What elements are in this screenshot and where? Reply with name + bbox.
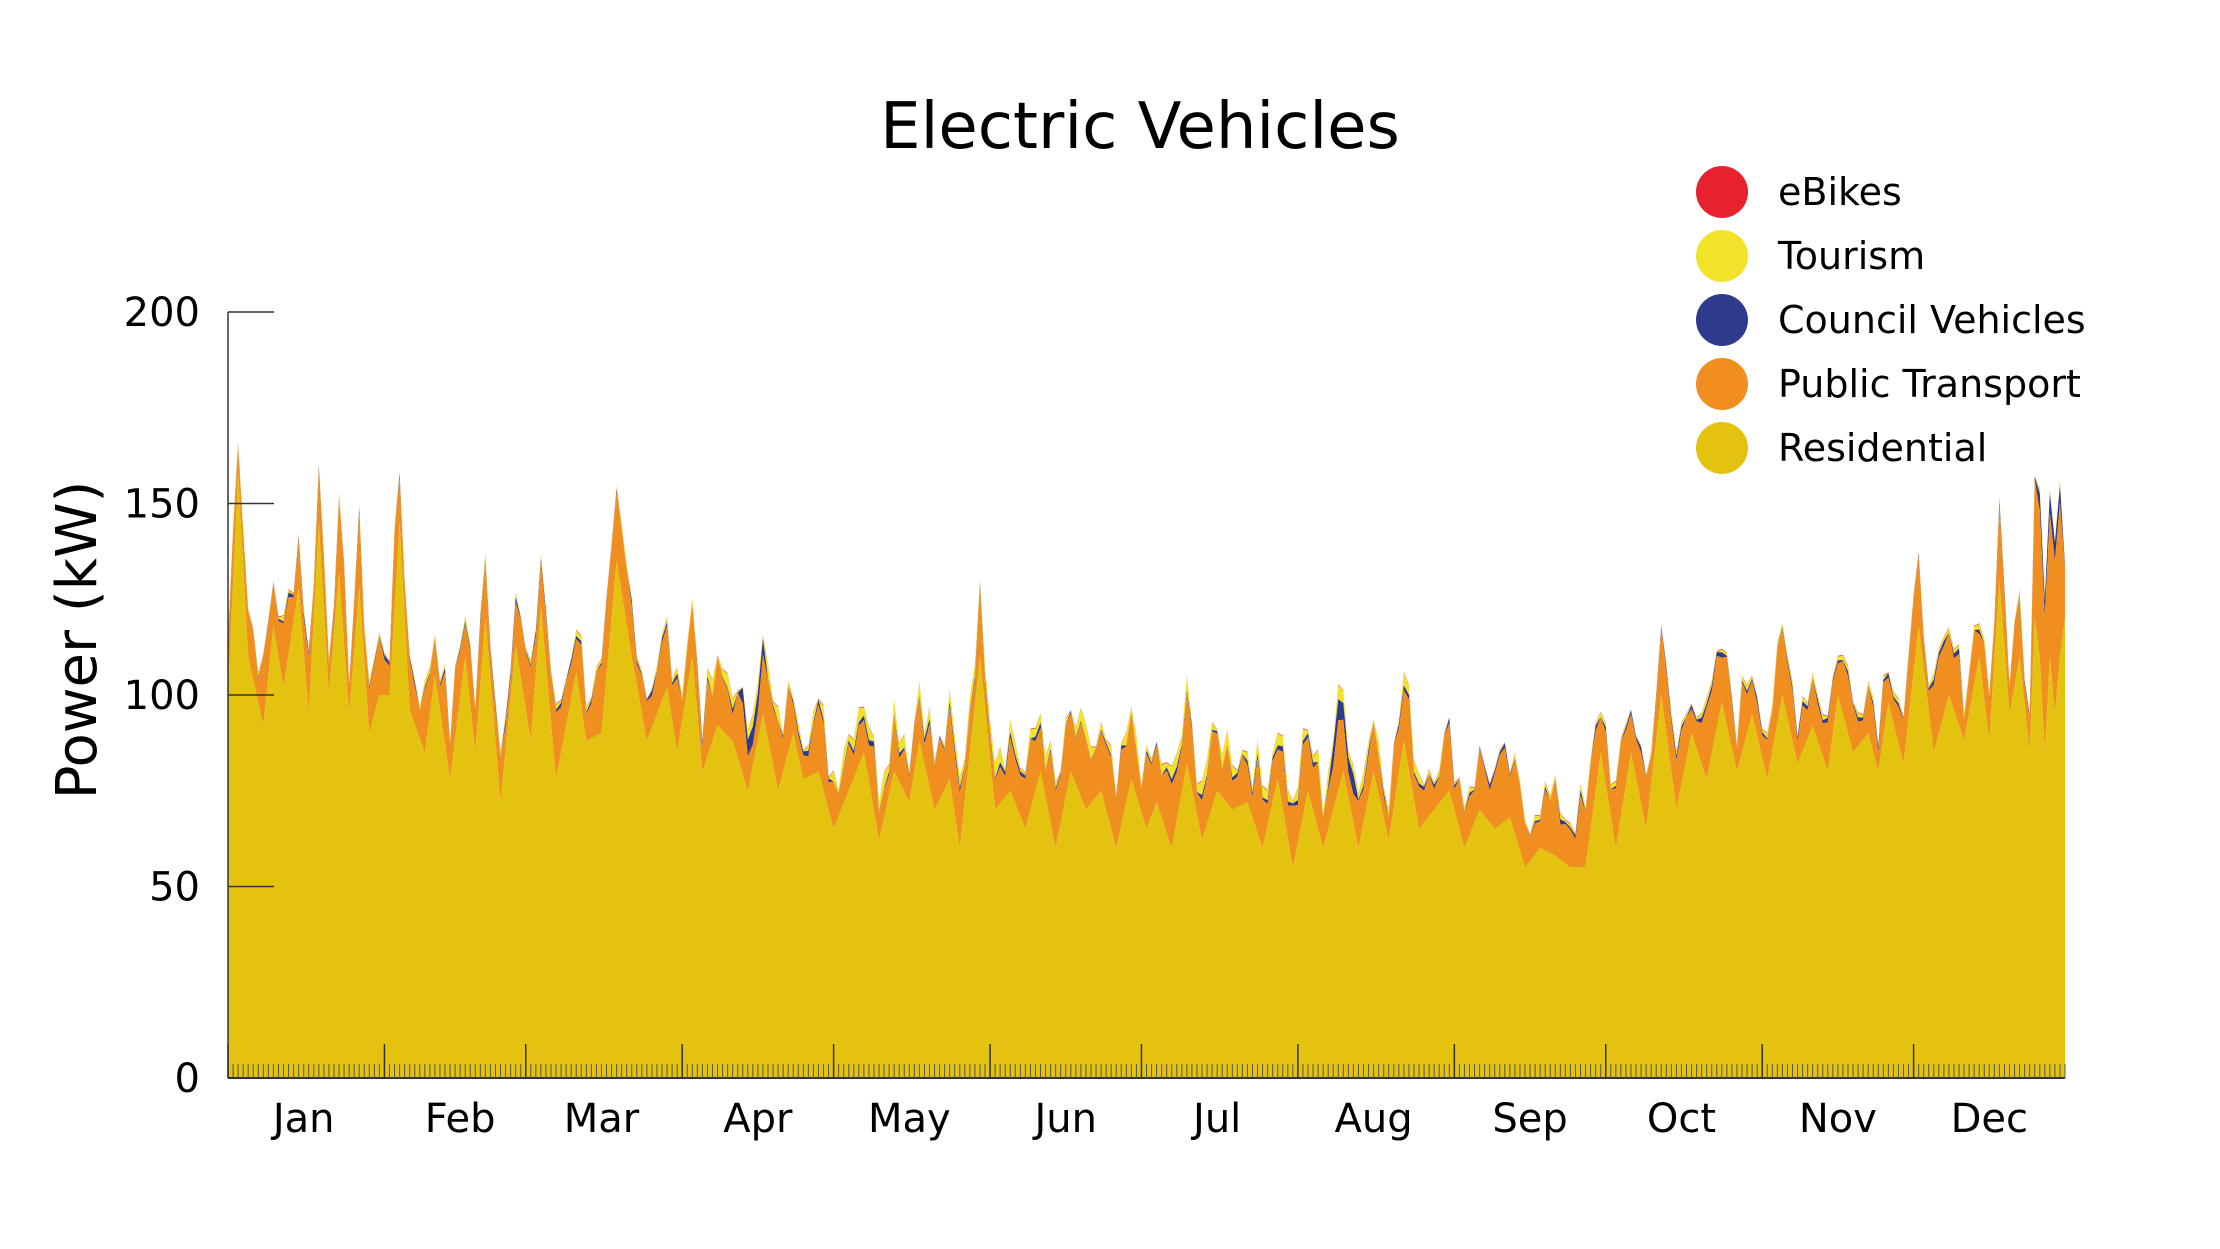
x-tick-label: Feb: [425, 1096, 496, 1142]
x-tick-label: Nov: [1799, 1096, 1877, 1142]
chart-title: Electric Vehicles: [880, 90, 1400, 164]
y-ticks: 0 50 100 150 200: [124, 290, 274, 1102]
y-tick-label: 50: [149, 865, 200, 911]
x-tick-label: Apr: [723, 1096, 793, 1142]
x-tick-label: Jul: [1190, 1096, 1241, 1142]
x-tick-label: Mar: [564, 1096, 640, 1142]
x-tick-label: Sep: [1492, 1096, 1567, 1142]
x-tick-label: Jan: [270, 1096, 335, 1142]
y-axis-label: Power (kW): [45, 481, 110, 800]
legend-label: Tourism: [1777, 234, 1925, 278]
x-tick-label: Oct: [1647, 1096, 1716, 1142]
legend-swatch: [1696, 294, 1748, 346]
legend-label: eBikes: [1778, 170, 1902, 214]
x-tick-label: May: [868, 1096, 951, 1142]
legend-label: Council Vehicles: [1778, 298, 2086, 342]
y-tick-label: 100: [124, 673, 200, 719]
legend-swatch: [1696, 422, 1748, 474]
x-tick-label: Jun: [1032, 1096, 1098, 1142]
y-tick-label: 200: [124, 290, 200, 336]
legend: eBikes Tourism Council Vehicles Public Tran…: [1696, 166, 2086, 474]
x-tick-label: Dec: [1951, 1096, 2028, 1142]
legend-label: Residential: [1778, 426, 1987, 470]
legend-swatch: [1696, 166, 1748, 218]
legend-label: Public Transport: [1778, 362, 2081, 406]
stacked-areas: [228, 442, 2065, 1078]
legend-swatch: [1696, 358, 1748, 410]
x-ticks: Jan Feb Mar Apr May Jun Jul Aug Sep Oct Nov Dec: [227, 1044, 2028, 1142]
area-residential: [228, 472, 2065, 1078]
x-tick-label: Aug: [1335, 1096, 1413, 1142]
legend-swatch: [1696, 230, 1748, 282]
area-public-transport: [228, 447, 2065, 868]
y-tick-label: 0: [175, 1056, 200, 1102]
y-tick-label: 150: [124, 482, 200, 528]
